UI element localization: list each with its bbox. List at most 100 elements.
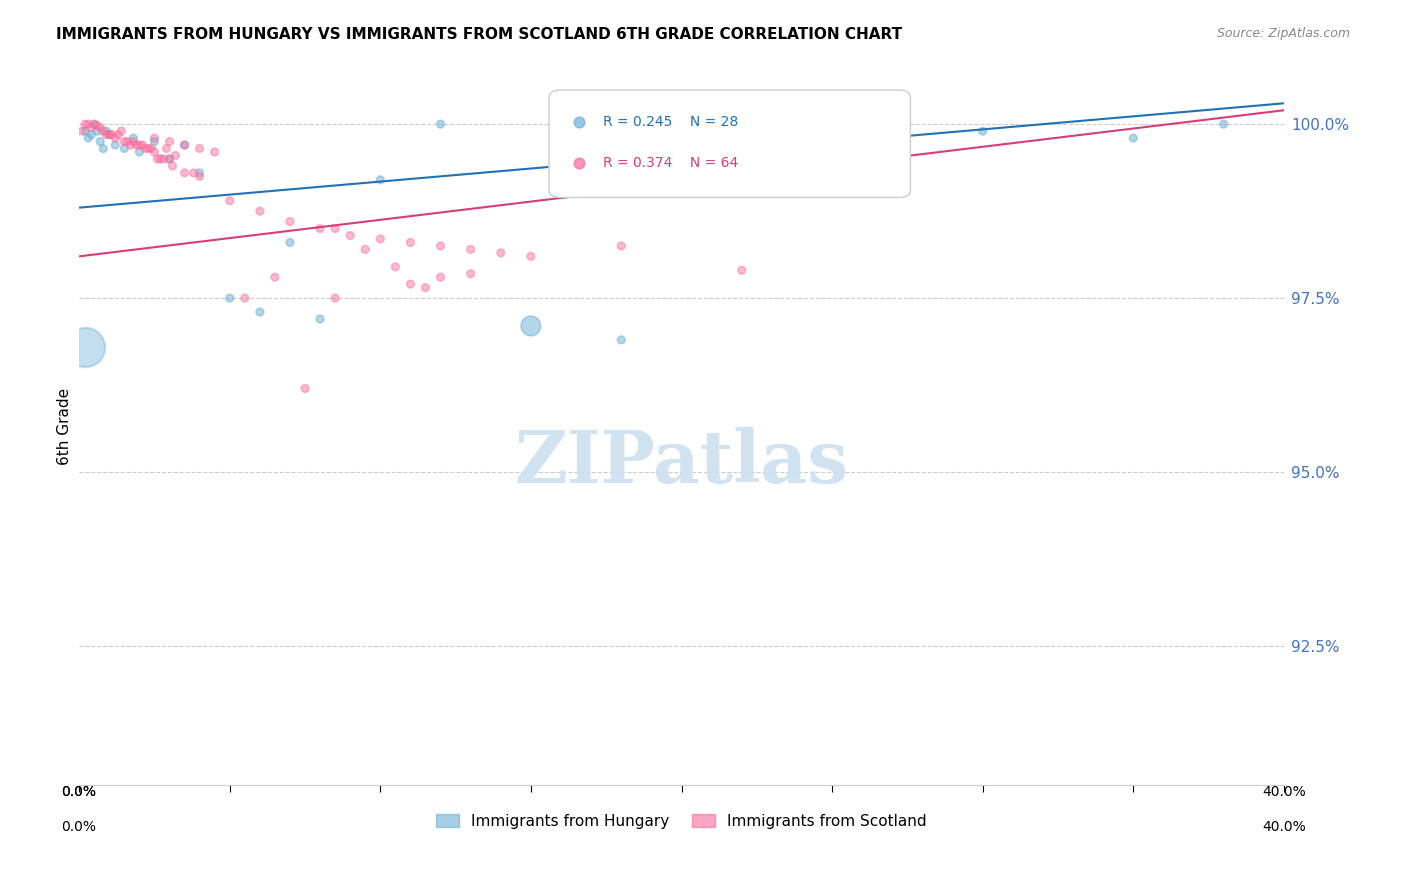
Point xyxy=(98,128,121,142)
Point xyxy=(399,277,422,292)
Point xyxy=(188,169,211,184)
Point xyxy=(489,245,512,260)
Point xyxy=(188,166,211,180)
Point xyxy=(131,138,153,153)
Text: 40.0%: 40.0% xyxy=(1263,820,1306,834)
Point xyxy=(294,382,316,396)
Point xyxy=(125,138,148,153)
Point xyxy=(104,131,127,145)
Point xyxy=(110,124,132,138)
Text: 0.0%: 0.0% xyxy=(62,820,97,834)
Point xyxy=(183,166,205,180)
Point xyxy=(429,270,451,285)
Point xyxy=(159,135,181,149)
Y-axis label: 6th Grade: 6th Grade xyxy=(58,388,72,466)
Point xyxy=(278,235,301,250)
Point xyxy=(120,138,142,153)
Point xyxy=(731,263,754,277)
Point xyxy=(520,249,543,263)
Point xyxy=(101,128,124,142)
Point xyxy=(86,119,108,133)
Text: ZIPatlas: ZIPatlas xyxy=(515,427,849,498)
Point xyxy=(98,128,121,142)
Point xyxy=(122,131,145,145)
Point xyxy=(249,204,271,219)
Point xyxy=(264,270,287,285)
Point xyxy=(89,120,111,135)
Point xyxy=(149,152,172,166)
Point xyxy=(112,135,135,149)
Point xyxy=(415,280,437,294)
Point xyxy=(152,152,174,166)
Point xyxy=(323,291,346,305)
Point xyxy=(122,135,145,149)
Point xyxy=(173,138,195,153)
Point xyxy=(173,166,195,180)
Point xyxy=(83,117,105,131)
Point xyxy=(91,142,114,156)
Point xyxy=(80,128,103,142)
Text: R = 0.374    N = 64: R = 0.374 N = 64 xyxy=(603,156,738,170)
Point xyxy=(83,117,105,131)
Point xyxy=(80,120,103,135)
Point xyxy=(159,152,181,166)
Point xyxy=(368,232,391,246)
Point xyxy=(429,239,451,253)
Point xyxy=(384,260,406,274)
Point xyxy=(91,124,114,138)
Point xyxy=(460,243,482,257)
Point xyxy=(138,142,160,156)
Point xyxy=(368,173,391,187)
Point xyxy=(429,117,451,131)
Point xyxy=(77,117,100,131)
Point xyxy=(143,145,166,159)
Point xyxy=(188,142,211,156)
Point xyxy=(146,152,169,166)
Point xyxy=(972,124,994,138)
Point xyxy=(75,117,97,131)
Point xyxy=(162,159,184,173)
Point xyxy=(134,142,156,156)
Point xyxy=(143,135,166,149)
Point xyxy=(117,135,139,149)
Point xyxy=(141,142,163,156)
Point xyxy=(354,243,377,257)
Point xyxy=(104,138,127,153)
Point xyxy=(460,267,482,281)
Point xyxy=(75,124,97,138)
Point xyxy=(128,145,150,159)
Text: 40.0%: 40.0% xyxy=(1263,785,1306,799)
Point xyxy=(278,214,301,228)
Point xyxy=(159,152,181,166)
Point xyxy=(112,142,135,156)
Point xyxy=(89,135,111,149)
Point xyxy=(96,124,118,138)
Point xyxy=(173,138,195,153)
Point xyxy=(204,145,226,159)
FancyBboxPatch shape xyxy=(548,90,911,197)
Text: 0.0%: 0.0% xyxy=(62,785,97,799)
Text: R = 0.245    N = 28: R = 0.245 N = 28 xyxy=(603,115,738,129)
Point xyxy=(107,128,129,142)
Point xyxy=(399,235,422,250)
Point xyxy=(520,318,543,333)
Point xyxy=(128,138,150,153)
Point xyxy=(218,291,240,305)
Point xyxy=(323,221,346,235)
Text: 0.0%: 0.0% xyxy=(62,785,97,799)
Text: Source: ZipAtlas.com: Source: ZipAtlas.com xyxy=(1216,27,1350,40)
Point xyxy=(218,194,240,208)
Point xyxy=(77,131,100,145)
Point xyxy=(610,239,633,253)
Point xyxy=(165,148,187,162)
Point xyxy=(75,340,97,354)
Point xyxy=(249,305,271,319)
Legend: Immigrants from Hungary, Immigrants from Scotland: Immigrants from Hungary, Immigrants from… xyxy=(430,807,934,835)
Point xyxy=(1212,117,1234,131)
Point xyxy=(155,142,177,156)
Text: IMMIGRANTS FROM HUNGARY VS IMMIGRANTS FROM SCOTLAND 6TH GRADE CORRELATION CHART: IMMIGRANTS FROM HUNGARY VS IMMIGRANTS FR… xyxy=(56,27,903,42)
Point xyxy=(339,228,361,243)
Point xyxy=(309,221,332,235)
Point xyxy=(1317,639,1340,653)
Point xyxy=(610,333,633,347)
